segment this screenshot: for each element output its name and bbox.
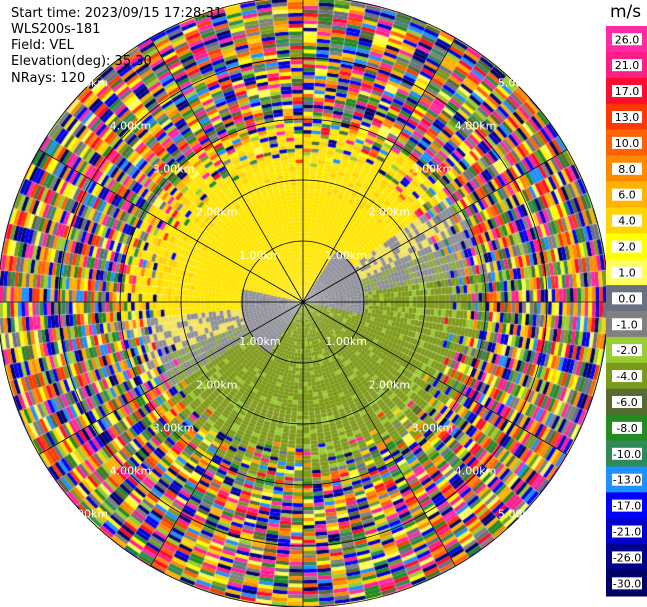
colorbar-tick-label: -4.0 xyxy=(616,370,637,383)
colorbar-tick-label: -10.0 xyxy=(613,448,641,461)
colorbar-label-bg xyxy=(612,136,642,149)
azimuth-spoke xyxy=(302,149,568,303)
colorbar-labels: 26.0 21.0 17.0 13.0 10.0 8.0 6.0 4.0 2.0 1.0 0.0 -1… xyxy=(612,33,642,590)
colorbar-label-bg xyxy=(612,370,642,383)
range-ring-label: 2.00km xyxy=(368,206,410,219)
colorbar-label-bg xyxy=(612,421,642,434)
colorbar-label-bg xyxy=(612,577,642,590)
colorbar-tick-label: 6.0 xyxy=(618,189,636,202)
range-ring-label: 4.00km xyxy=(455,465,497,478)
colorbar-tick-label: 4.0 xyxy=(618,215,636,228)
colorbar-label-bg xyxy=(612,292,642,305)
elevation-text: Elevation(deg): 35.30 xyxy=(11,54,152,69)
range-ring-label: 3.00km xyxy=(153,421,195,434)
colorbar-tick-label: -26.0 xyxy=(613,551,641,564)
range-ring-label: 1.00km xyxy=(325,249,367,262)
colorbar-label-bg xyxy=(612,110,642,123)
colorbar-label-bg xyxy=(612,85,642,98)
colorbar-label-bg xyxy=(612,162,642,175)
colorbar-label-bg xyxy=(612,33,642,46)
range-ring-label: 3.00km xyxy=(412,421,454,434)
colorbar-label-bg xyxy=(612,266,642,279)
range-ring-label: 1.00km xyxy=(325,335,367,348)
range-ring-label: 4.00km xyxy=(110,465,152,478)
azimuth-spoke xyxy=(302,37,456,303)
range-ring-label: 3.00km xyxy=(412,163,454,176)
colorbar-tick-label: 2.0 xyxy=(618,241,636,254)
colorbar-tick-label: 26.0 xyxy=(615,33,640,46)
colorbar-tick-label: -21.0 xyxy=(613,526,641,539)
colorbar-label-bg xyxy=(612,59,642,72)
azimuth-spoke xyxy=(150,37,304,303)
range-ring-label: 5.00km xyxy=(498,508,540,521)
range-ring-label: 2.00km xyxy=(368,378,410,391)
range-ring-label: 1.00km xyxy=(239,249,281,262)
field-text: Field: VEL xyxy=(11,38,74,53)
colorbar-label-bg xyxy=(612,344,642,357)
start-time-text: Start time: 2023/09/15 17:28:31 xyxy=(11,6,223,21)
range-ring-label: 2.00km xyxy=(196,206,238,219)
nrays-text: NRays: 120 xyxy=(11,71,86,86)
colorbar-label-bg xyxy=(612,473,642,486)
colorbar-label-bg xyxy=(612,395,642,408)
azimuth-spoke xyxy=(302,301,456,567)
colorbar-label-bg xyxy=(612,447,642,460)
range-ring-label: 3.00km xyxy=(153,163,195,176)
colorbar-label-bg xyxy=(612,214,642,227)
colorbar-tick-label: 1.0 xyxy=(618,266,636,279)
range-ring-label: 5.00km xyxy=(498,76,540,89)
colorbar-tick-label: -17.0 xyxy=(613,500,641,513)
colorbar-tick-label: -1.0 xyxy=(616,318,637,331)
colorbar-label-bg xyxy=(612,551,642,564)
colorbar-tick-label: -30.0 xyxy=(613,577,641,590)
colorbar-label-bg xyxy=(612,318,642,331)
instrument-text: WLS200s-181 xyxy=(11,22,101,37)
colorbar-tick-label: -8.0 xyxy=(616,422,637,435)
range-ring-label: 5.00km xyxy=(67,508,109,521)
colorbar-tick-label: 21.0 xyxy=(615,59,640,72)
range-ring-label: 1.00km xyxy=(239,335,281,348)
azimuth-spoke xyxy=(302,301,568,455)
colorbar-label-bg xyxy=(612,499,642,512)
range-ring-label: 4.00km xyxy=(455,119,497,132)
colorbar-tick-label: 10.0 xyxy=(615,137,640,150)
range-ring-labels: 1.00km 2.00km 3.00km 4.00km 5.00km 1.00km 2.00… xyxy=(67,76,540,520)
colorbar-tick-label: 13.0 xyxy=(615,111,640,124)
azimuth-spokes xyxy=(0,0,608,607)
colorbar-label-bg xyxy=(612,240,642,253)
colorbar-label-bg xyxy=(612,188,642,201)
azimuth-spoke xyxy=(38,301,304,455)
colorbar-tick-label: 8.0 xyxy=(618,163,636,176)
colorbar-unit: m/s xyxy=(610,2,641,22)
azimuth-spoke xyxy=(38,149,304,303)
colorbar-tick-label: -6.0 xyxy=(616,396,637,409)
colorbar-tick-label: -13.0 xyxy=(613,474,641,487)
range-ring-label: 4.00km xyxy=(110,119,152,132)
range-ring-label: 2.00km xyxy=(196,378,238,391)
colorbar-tick-label: 17.0 xyxy=(615,85,640,98)
colorbar-tick-label: -2.0 xyxy=(616,344,637,357)
colorbar-label-bg xyxy=(612,525,642,538)
colorbar-tick-label: 0.0 xyxy=(618,292,636,305)
range-ring-label: 5.00km xyxy=(67,76,109,89)
azimuth-spoke xyxy=(150,301,304,567)
